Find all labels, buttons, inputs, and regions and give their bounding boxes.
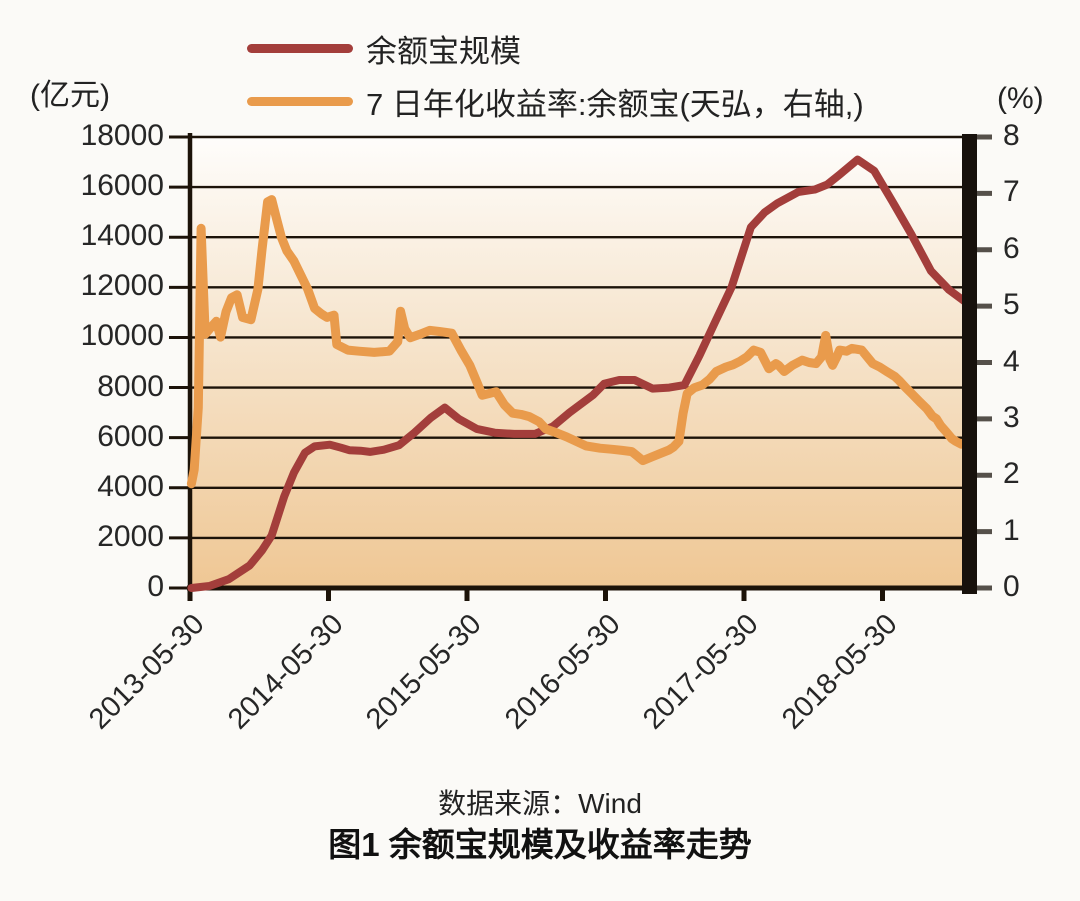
legend-label-yield: 7 日年化收益率:余额宝(天弘，右轴,) xyxy=(366,87,864,122)
legend-line-swatch-yield xyxy=(247,97,353,106)
series-line-yuebao-scale xyxy=(187,155,969,592)
left-axis-tick-label: 0 xyxy=(147,570,164,603)
right-axis-tick-label: 3 xyxy=(1003,400,1020,434)
left-axis-tick-label: 16000 xyxy=(80,169,164,203)
right-axis-tick-label: 4 xyxy=(1003,344,1020,378)
figure-caption: 图1 余额宝规模及收益率走势 xyxy=(328,826,752,863)
right-axis-unit-label: (%) xyxy=(997,82,1044,115)
legend-line-swatch-scale xyxy=(247,44,353,53)
legend-label-scale: 余额宝规模 xyxy=(366,34,521,69)
right-axis-tick-label: 2 xyxy=(1003,457,1020,491)
left-axis-tick-label: 6000 xyxy=(97,419,164,453)
left-axis-tick-label: 12000 xyxy=(80,269,164,303)
left-axis-tick-label: 8000 xyxy=(97,369,164,403)
series-line-seven-day-yield xyxy=(186,195,975,489)
left-axis-unit-label: (亿元) xyxy=(30,79,110,112)
legend-item-scale: 余额宝规模 xyxy=(247,26,521,71)
right-axis-tick-label: 5 xyxy=(1003,288,1020,322)
left-axis-tick-label: 2000 xyxy=(97,519,164,553)
right-axis-tick-label: 8 xyxy=(1003,119,1020,152)
left-axis-tick-label: 14000 xyxy=(80,219,164,253)
right-axis-tick-label: 0 xyxy=(1003,570,1020,603)
right-y-axis-bar xyxy=(962,134,977,594)
left-axis-tick-label: 10000 xyxy=(80,319,164,353)
right-axis-tick-label: 1 xyxy=(1003,513,1020,547)
data-source-note: 数据来源：Wind xyxy=(438,788,642,819)
plot-background xyxy=(191,138,966,588)
right-axis-tick-label: 6 xyxy=(1003,231,1020,265)
left-axis-tick-label: 4000 xyxy=(97,469,164,503)
left-axis-tick-label: 18000 xyxy=(80,119,164,152)
right-axis-tick-label: 7 xyxy=(1003,175,1020,209)
legend-item-yield: 7 日年化收益率:余额宝(天弘，右轴,) xyxy=(247,79,864,124)
